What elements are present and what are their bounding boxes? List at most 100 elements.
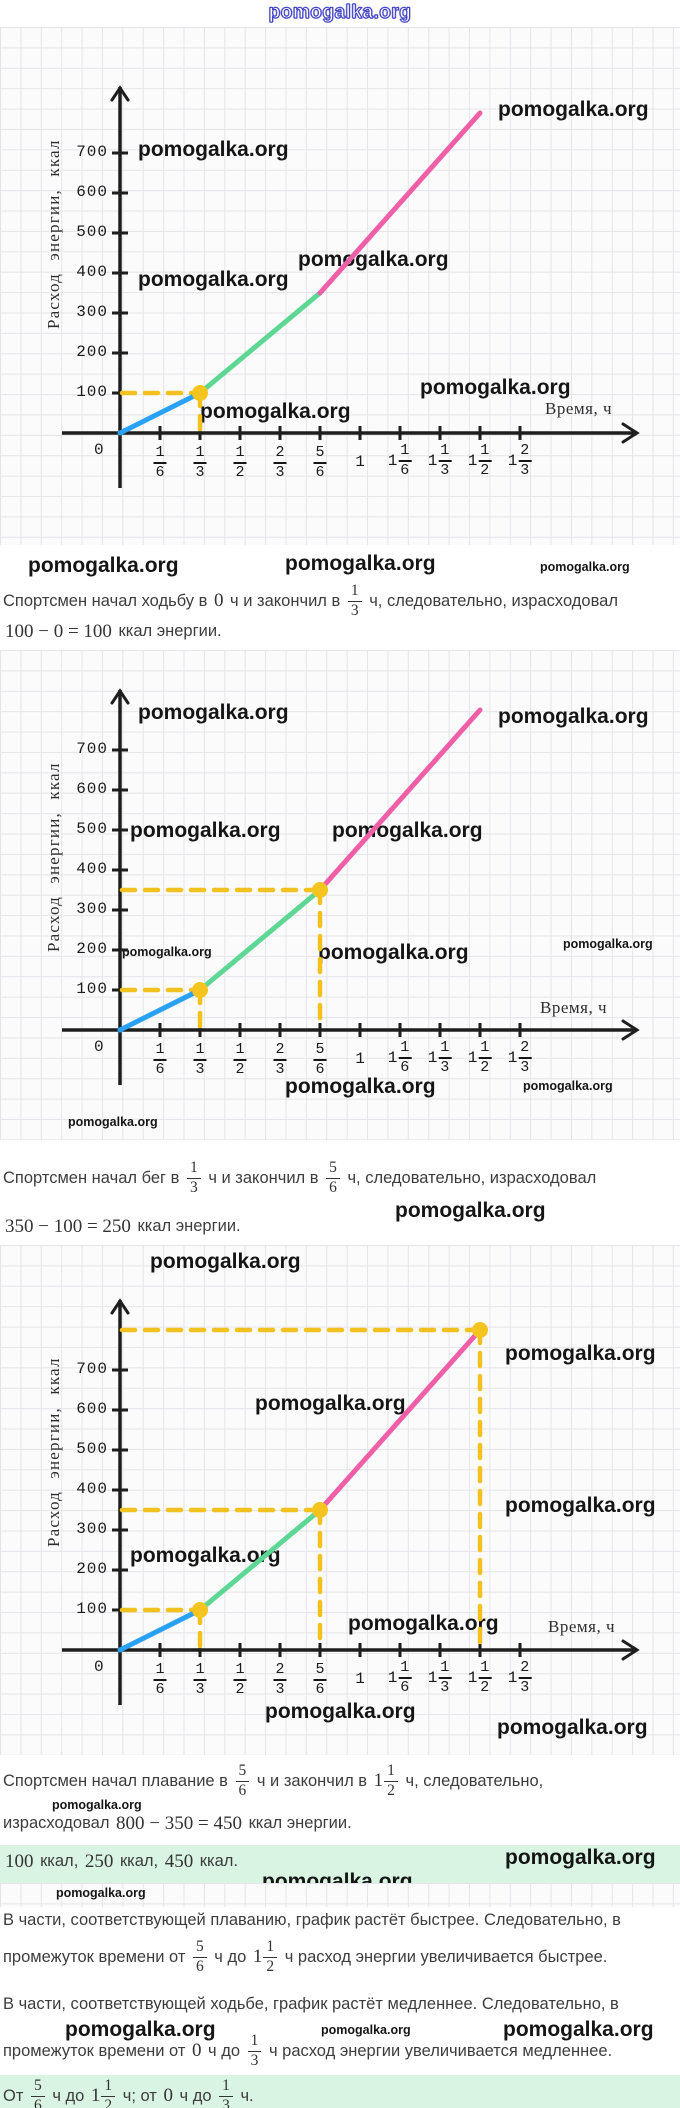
numerator: 2 (273, 1041, 287, 1062)
numerator: 1 (478, 1659, 492, 1680)
site-watermark: pomogalka.org (138, 268, 289, 291)
text-run: промежуток времени от (3, 1947, 190, 1966)
numerator: 1 (398, 1659, 412, 1680)
series-running (197, 887, 323, 993)
site-watermark: pomogalka.org (298, 248, 449, 271)
denominator: 6 (238, 1781, 247, 1799)
math-run: 450 (164, 1851, 194, 1872)
y-tick-label: 300 (76, 900, 108, 918)
text-run: ч до (209, 1947, 251, 1966)
whole-number: 1 (355, 1050, 365, 1068)
site-watermark: pomogalka.org (498, 98, 649, 121)
denominator: 6 (155, 1061, 165, 1079)
numerator: 1 (438, 442, 452, 463)
site-watermark: pomogalka.org (523, 1079, 613, 1093)
site-watermark: pomogalka.org (505, 1846, 656, 1869)
y-tick-label: 400 (76, 263, 108, 281)
numerator: 2 (518, 442, 532, 463)
numerator: 1 (438, 1039, 452, 1060)
numerator: 1 (101, 2077, 116, 2097)
y-tick-label: 400 (76, 860, 108, 878)
chart-energy-walking-step: pomogalka.org pomogalka.org pomogalka.org p… (0, 27, 680, 545)
numerator: 1 (153, 1661, 167, 1682)
whole-number: 1 (427, 1669, 438, 1688)
y-tick-label: 500 (76, 223, 108, 241)
text-run: ч расход энергии увеличивается медленнее… (264, 2041, 613, 2060)
denominator: 6 (315, 1061, 325, 1079)
text-run: ч и закончил в (225, 591, 345, 610)
answer-energy-values: 100 ккал, 250 ккал, 450 ккал. pomogalka.… (0, 1845, 680, 1892)
denominator: 2 (480, 1059, 490, 1077)
series-walking (117, 987, 203, 1033)
site-watermark: pomogalka.org (65, 2018, 216, 2041)
math-run: 800 − 350 = 450 (116, 1813, 242, 1834)
text-run: ч, следовательно, израсходовал (364, 591, 618, 610)
y-axis-title: Расход энергии, ккал (44, 1357, 63, 1547)
x-axis-title: Время, ч (540, 998, 608, 1017)
site-watermark: pomogalka.org (130, 819, 281, 842)
data-point (472, 1322, 488, 1338)
site-watermark: pomogalka.org (540, 560, 630, 574)
site-watermark: pomogalka.org (498, 705, 649, 728)
site-watermark: pomogalka.org (265, 1700, 416, 1723)
fraction: 1 (355, 453, 365, 471)
x-axis-arrow-icon (621, 1019, 640, 1041)
rate-faster-line-1: В части, соответствующей плаванию, графи… (3, 1911, 678, 1930)
math-run: 0 (191, 2040, 202, 2062)
denominator: 2 (104, 2096, 113, 2108)
denominator: 3 (440, 462, 450, 480)
denominator: 2 (480, 1679, 490, 1697)
site-watermark: pomogalka.org (138, 701, 289, 724)
x-axis-arrow-icon (621, 422, 640, 444)
denominator: 6 (33, 2096, 42, 2108)
text-run: Спортсмен начал ходьбу в (3, 591, 212, 610)
denominator: 3 (222, 2096, 230, 2108)
numerator: 1 (193, 1661, 207, 1682)
whole-number: 1 (427, 1049, 438, 1068)
numerator: 2 (273, 1661, 287, 1682)
numerator: 1 (153, 444, 167, 465)
math-run: 350 − 100 = 250 (5, 1216, 131, 1237)
y-tick-label: 700 (76, 143, 108, 161)
denominator: 3 (195, 1681, 205, 1699)
whole-number: 1 (387, 1049, 398, 1068)
data-point (192, 1602, 208, 1618)
solution-step-2-line-2: 350 − 100 = 250 ккал энергии. (3, 1216, 678, 1238)
math-run: 100 (5, 1851, 34, 1872)
